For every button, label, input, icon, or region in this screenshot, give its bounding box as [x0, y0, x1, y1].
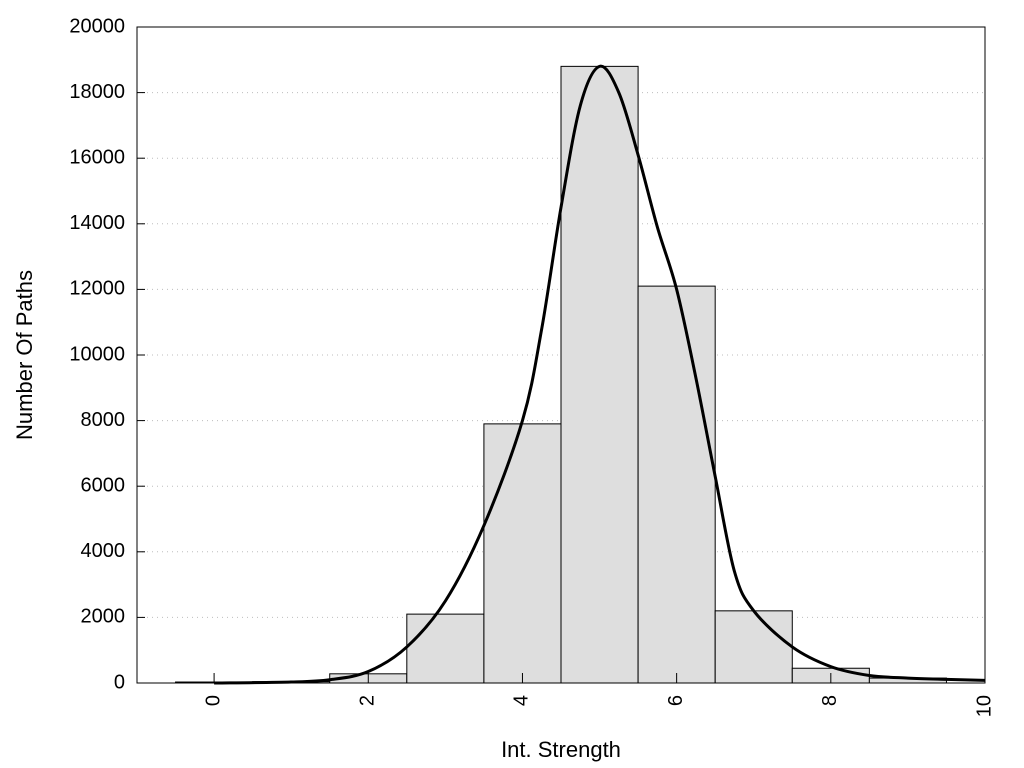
y-tick-label: 6000	[81, 474, 126, 496]
x-tick-label: 0	[202, 695, 224, 706]
x-tick-label: 6	[665, 695, 687, 706]
x-tick-label: 2	[357, 695, 379, 706]
y-tick-label: 20000	[69, 15, 125, 37]
histogram-bars	[175, 65, 947, 684]
y-axis-ticks: 0 2000 4000 6000 8000 10000 12000 14000 16000 180…	[69, 15, 145, 693]
histogram-bar	[714, 610, 793, 684]
y-axis-label: Number Of Paths	[12, 270, 37, 440]
y-tick-label: 0	[114, 671, 125, 693]
y-tick-label: 8000	[81, 409, 126, 431]
histogram-bar	[483, 423, 562, 684]
y-tick-label: 18000	[69, 81, 125, 103]
y-tick-label: 12000	[69, 278, 125, 300]
density-curve	[214, 64, 986, 685]
y-tick-label: 2000	[81, 606, 126, 628]
x-tick-label: 8	[819, 695, 841, 706]
x-axis-label: Int. Strength	[501, 737, 621, 762]
x-axis-ticks: 0 2 4 6 8 10	[202, 673, 995, 717]
y-tick-label: 16000	[69, 146, 125, 168]
histogram-bar	[560, 65, 639, 684]
histogram-bar	[637, 285, 716, 684]
y-tick-label: 10000	[69, 343, 125, 365]
x-tick-label: 10	[973, 695, 995, 717]
histogram-bar	[406, 613, 485, 684]
y-tick-label: 4000	[81, 540, 126, 562]
y-tick-label: 14000	[69, 212, 125, 234]
x-tick-label: 4	[511, 695, 533, 706]
